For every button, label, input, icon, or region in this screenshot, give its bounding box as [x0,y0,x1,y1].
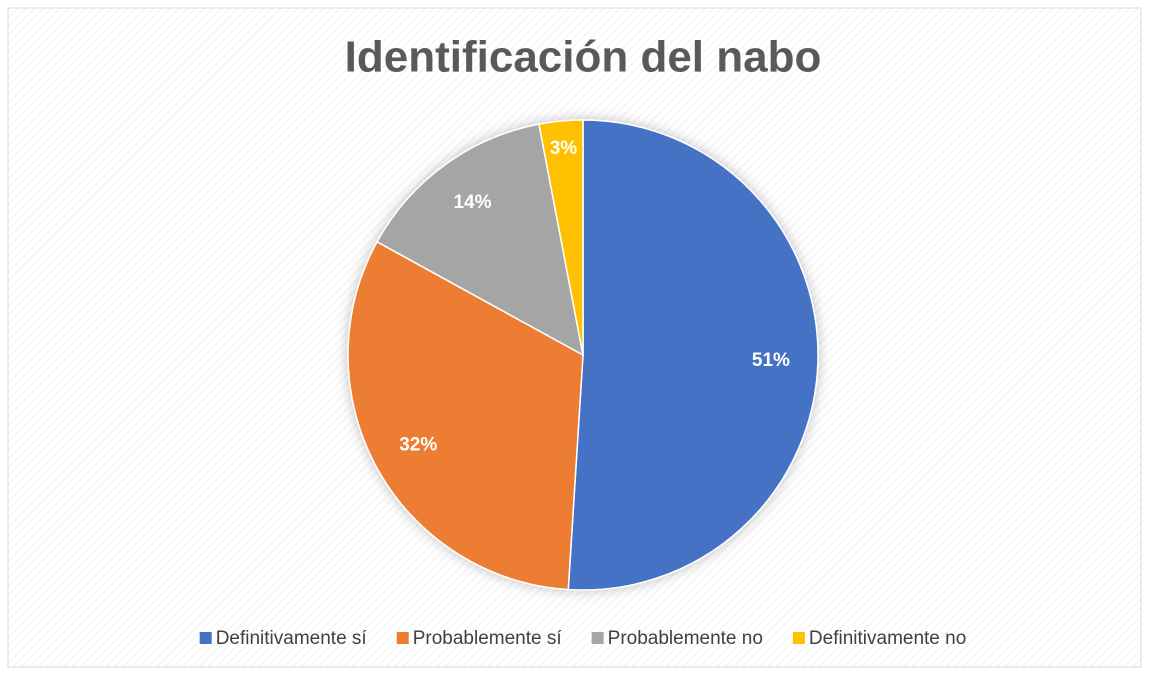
data-label: 51% [752,350,790,371]
data-label: 3% [550,138,578,159]
legend-label: Definitivamente sí [216,628,368,649]
legend-label: Definitivamente no [809,628,966,649]
legend-swatch [199,632,212,644]
pie-slice [538,119,584,356]
pie-slice [567,119,819,591]
pie-slice [376,123,585,357]
legend-swatch [396,632,409,644]
pie [347,119,819,591]
chart-title: Identificación del nabo [345,33,822,82]
legend-label: Probablemente no [608,628,763,649]
legend-label: Probablemente sí [413,628,563,649]
pie-slice [347,240,584,591]
legend-swatch [591,632,604,644]
data-label: 32% [399,435,437,456]
legend-swatch [792,632,805,644]
data-label: 14% [453,192,491,213]
